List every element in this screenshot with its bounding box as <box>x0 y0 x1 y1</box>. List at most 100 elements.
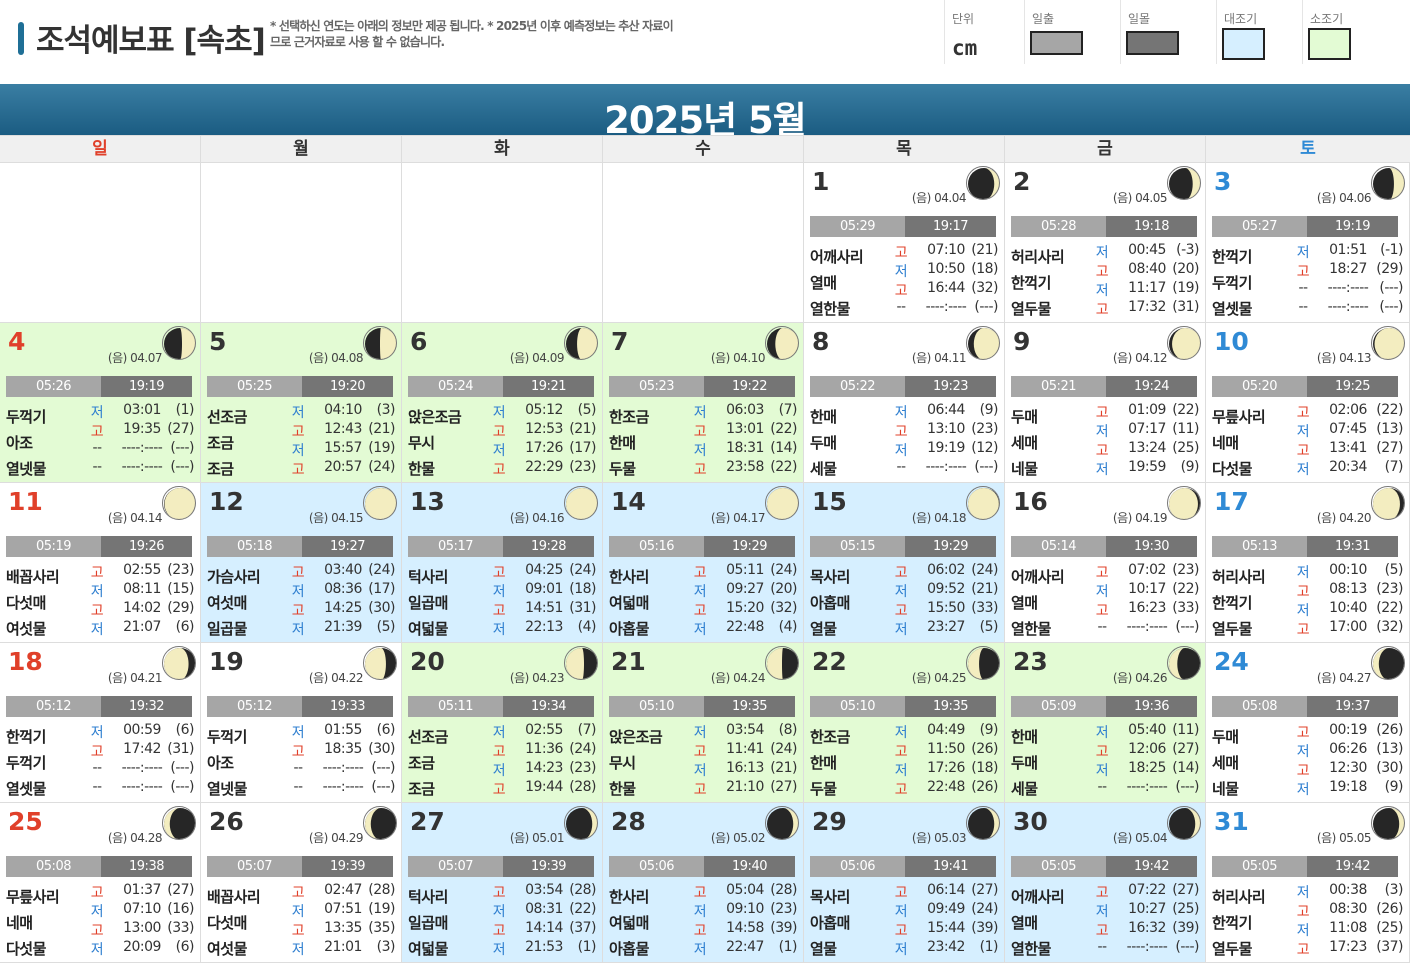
day-cell[interactable]: 9 (음) 04.12 05:21 19:24 두매 세매 네물 고 01:09 (22) 저 07:… <box>1005 323 1206 483</box>
day-cell[interactable]: 15 (음) 04.18 05:15 19:29 목사리 아홉매 열물 고 06:02 (24) 저… <box>804 483 1005 643</box>
tide-time: 14:25 <box>324 600 362 616</box>
sun-times: 05:18 19:27 <box>207 536 393 557</box>
day-cell[interactable]: 6 (음) 04.09 05:24 19:21 앉은조금 무시 한물 저 05:12 (5) 고 12… <box>402 323 603 483</box>
tide-time: 07:10 <box>123 901 161 917</box>
day-cell[interactable]: 11 (음) 04.14 05:19 19:26 배꼽사리 다섯매 여섯물 고 02:55 (23… <box>0 483 201 643</box>
moon-phase-icon <box>363 486 397 520</box>
day-cell[interactable]: 28 (음) 05.02 05:06 19:40 한사리 여덟매 아홉물 고 05:04 (28)… <box>603 803 804 963</box>
day-cell[interactable]: 23 (음) 04.26 05:09 19:36 한매 두매 세물 저 05:40 (11) 고 12… <box>1005 643 1206 803</box>
day-cell[interactable]: 2 (음) 04.05 05:28 19:18 허리사리 한꺽기 열두물 저 00:45 (-3)… <box>1005 163 1206 323</box>
day-cell[interactable]: 29 (음) 05.03 05:06 19:41 목사리 아홉매 열물 고 06:14 (27) 저… <box>804 803 1005 963</box>
tide-level: (21) <box>569 421 596 437</box>
tide-type: 저 <box>894 443 908 459</box>
sunrise-time: 05:23 <box>609 376 704 397</box>
day-cell[interactable]: 10 (음) 04.13 05:20 19:25 무릎사리 네매 다섯물 고 02:06 (22)… <box>1206 323 1410 483</box>
tide-time: 00:38 <box>1329 882 1367 898</box>
day-cell[interactable]: 25 (음) 04.28 05:08 19:38 무릎사리 네매 다섯물 고 01:37 (27)… <box>0 803 201 963</box>
tide-type: 저 <box>1296 782 1310 798</box>
day-cell[interactable]: 16 (음) 04.19 05:14 19:30 어깨사리 열매 열한물 고 07:02 (23)… <box>1005 483 1206 643</box>
tide-level: (---) <box>170 459 194 475</box>
tide-name: 네물 <box>1011 460 1038 478</box>
sunrise-time: 05:17 <box>408 536 503 557</box>
tide-type: 저 <box>894 904 908 920</box>
sun-times: 05:25 19:20 <box>207 376 393 397</box>
day-cell[interactable]: 4 (음) 04.07 05:26 19:19 두꺽기 아조 열넷물 저 03:01 (1) 고 19… <box>0 323 201 483</box>
tide-level: (37) <box>1376 939 1403 955</box>
tide-time: 13:00 <box>123 920 161 936</box>
tide-type: 고 <box>894 923 908 939</box>
day-cell[interactable]: 13 (음) 04.16 05:17 19:28 턱사리 일곱매 여덟물 고 04:25 (24)… <box>402 483 603 643</box>
tide-name: 열매 <box>1011 914 1038 932</box>
page-title: 조석예보표 [속초] <box>36 23 266 59</box>
moon-phase-icon <box>363 326 397 360</box>
tide-type: 고 <box>693 565 707 581</box>
tide-time: 13:10 <box>927 421 965 437</box>
day-cell[interactable]: 19 (음) 04.22 05:12 19:33 두꺽기 아조 열넷물 저 01:55 (6) 고 1… <box>201 643 402 803</box>
tide-time: 18:35 <box>324 741 362 757</box>
tide-time: 01:09 <box>1128 402 1166 418</box>
tide-type: -- <box>92 779 102 795</box>
tide-name: 허리사리 <box>1212 888 1266 906</box>
lunar-date: (음) 04.05 <box>1112 191 1168 205</box>
tide-name: 두매 <box>1212 728 1239 746</box>
tide-level: (28) <box>569 779 596 795</box>
day-cell[interactable]: 7 (음) 04.10 05:23 19:22 한조금 한매 두물 저 06:03 (7) 고 13:… <box>603 323 804 483</box>
tide-type: 고 <box>1296 584 1310 600</box>
tide-time: 10:40 <box>1329 600 1367 616</box>
moon-phase-icon <box>966 806 1000 840</box>
day-cell[interactable]: 20 (음) 04.23 05:11 19:34 선조금 조금 조금 저 02:55 (7) 고 11… <box>402 643 603 803</box>
lunar-date: (음) 04.09 <box>509 351 565 365</box>
tide-level: (24) <box>569 741 596 757</box>
tide-name: 한꺽기 <box>1212 594 1252 612</box>
day-cell[interactable]: 21 (음) 04.24 05:10 19:35 앉은조금 무시 한물 저 03:54 (8) 고 1… <box>603 643 804 803</box>
tide-name: 한꺽기 <box>1212 248 1252 266</box>
day-cell[interactable]: 17 (음) 04.20 05:13 19:31 허리사리 한꺽기 열두물 저 00:10 (5)… <box>1206 483 1410 643</box>
legend-neap-label: 소조기 <box>1310 12 1344 26</box>
tide-type: 고 <box>90 885 104 901</box>
tide-time: 17:23 <box>1329 939 1367 955</box>
sun-times: 05:10 19:35 <box>609 696 795 717</box>
tide-level: (9) <box>979 402 999 418</box>
tide-type: 고 <box>894 283 908 299</box>
tide-type: 저 <box>1296 565 1310 581</box>
day-cell[interactable]: 31 (음) 05.05 05:05 19:42 허리사리 한꺽기 열두물 저 00:38 (3)… <box>1206 803 1410 963</box>
day-cell[interactable]: 14 (음) 04.17 05:16 19:29 한사리 여덟매 아홉물 고 05:11 (24)… <box>603 483 804 643</box>
tide-time: ----:---- <box>1126 939 1168 955</box>
tide-name: 두꺽기 <box>6 754 46 772</box>
day-cell[interactable]: 24 (음) 04.27 05:08 19:37 두매 세매 네물 고 00:19 (26) 저 06… <box>1206 643 1410 803</box>
tide-name: 열한물 <box>810 300 850 318</box>
day-number: 30 <box>1013 807 1048 836</box>
tide-level: (9) <box>1180 459 1200 475</box>
moon-phase-icon <box>1371 166 1405 200</box>
sunset-time: 19:17 <box>905 216 996 237</box>
moon-phase-icon <box>765 326 799 360</box>
sun-times: 05:11 19:34 <box>408 696 594 717</box>
tide-time: 05:12 <box>525 402 563 418</box>
lunar-date: (음) 04.04 <box>911 191 967 205</box>
sunset-time: 19:26 <box>101 536 192 557</box>
tide-time: ----:---- <box>1327 280 1369 296</box>
day-cell[interactable]: 30 (음) 05.04 05:05 19:42 어깨사리 열매 열한물 고 07:22 (27)… <box>1005 803 1206 963</box>
tide-time: 15:44 <box>927 920 965 936</box>
day-cell[interactable]: 8 (음) 04.11 05:22 19:23 한매 두매 세물 저 06:44 (9) 고 13:1… <box>804 323 1005 483</box>
day-cell[interactable]: 5 (음) 04.08 05:25 19:20 선조금 조금 조금 저 04:10 (3) 고 12:… <box>201 323 402 483</box>
day-cell[interactable]: 12 (음) 04.15 05:18 19:27 가슴사리 여섯매 일곱물 고 03:40 (24… <box>201 483 402 643</box>
day-number: 24 <box>1214 647 1249 676</box>
tide-type: 저 <box>894 725 908 741</box>
day-cell[interactable]: 22 (음) 04.25 05:10 19:35 한조금 한매 두물 저 04:49 (9) 고 11… <box>804 643 1005 803</box>
tide-type: 저 <box>894 942 908 958</box>
day-cell[interactable]: 26 (음) 04.29 05:07 19:39 배꼽사리 다섯매 여섯물 고 02:47 (28… <box>201 803 402 963</box>
day-cell[interactable]: 27 (음) 05.01 05:07 19:39 턱사리 일곱매 여덟물 고 03:54 (28)… <box>402 803 603 963</box>
day-cell[interactable]: 18 (음) 04.21 05:12 19:32 한꺽기 두꺽기 열셋물 저 00:59 (6) 고… <box>0 643 201 803</box>
tide-level: (18) <box>971 261 998 277</box>
weekday-sat: 토 <box>1300 139 1316 159</box>
tide-level: (22) <box>770 459 797 475</box>
day-cell[interactable]: 1 (음) 04.04 05:29 19:17 어깨사리 열매 열한물 고 07:10 (21) 저… <box>804 163 1005 323</box>
sunrise-time: 05:08 <box>6 856 101 877</box>
tide-time: 15:50 <box>927 600 965 616</box>
sunrise-time: 05:10 <box>810 696 905 717</box>
lunar-date: (음) 04.23 <box>509 671 565 685</box>
day-number: 26 <box>209 807 244 836</box>
day-cell[interactable]: 3 (음) 04.06 05:27 19:19 한꺽기 두꺽기 열셋물 저 01:51 (-1) 고… <box>1206 163 1410 323</box>
sunset-time: 19:20 <box>302 376 393 397</box>
